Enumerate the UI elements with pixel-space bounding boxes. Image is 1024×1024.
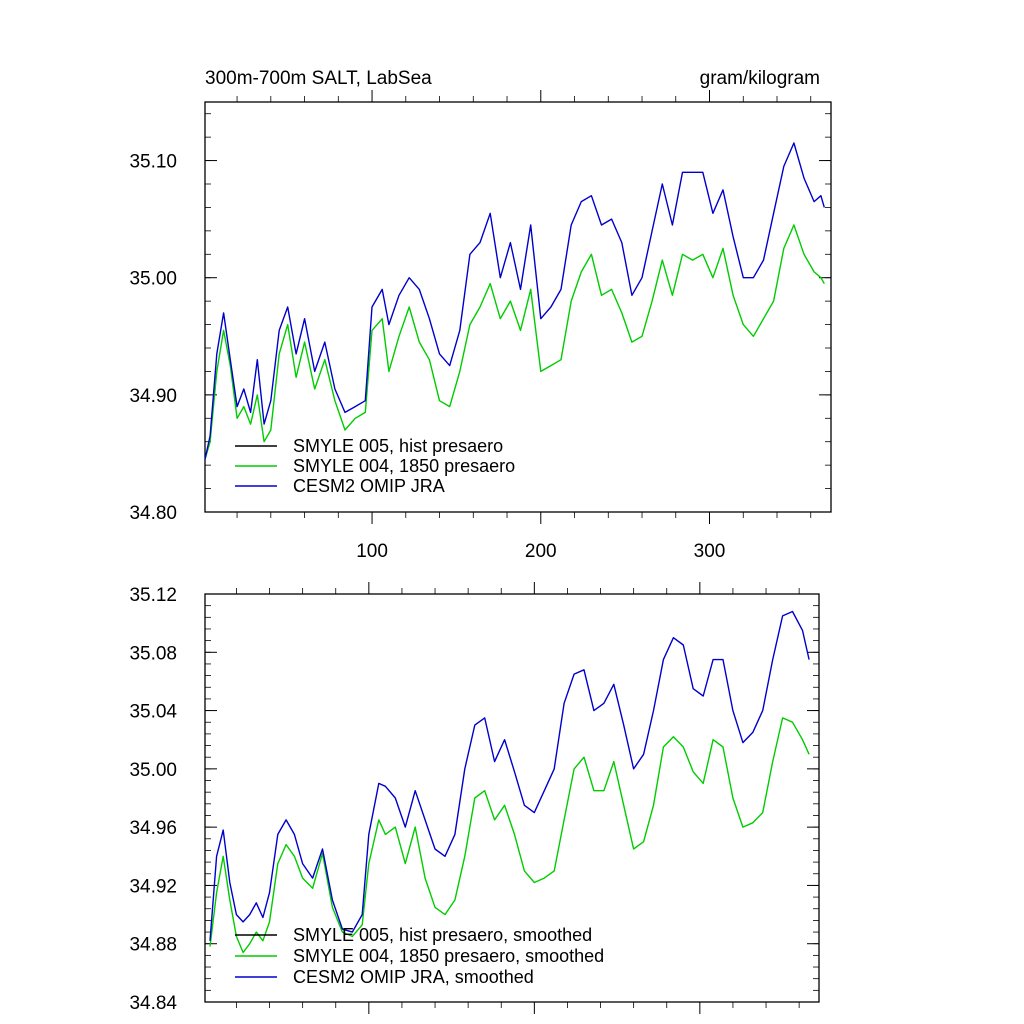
y-tick-label: 35.08 [129, 643, 177, 664]
chart-title: 300m-700m SALT, LabSea [205, 68, 432, 89]
y-tick-label: 34.88 [129, 935, 177, 956]
legend-label: SMYLE 004, 1850 presaero, smoothed [293, 946, 604, 966]
legend-label: SMYLE 005, hist presaero [293, 436, 503, 456]
series-line-2 [204, 142, 825, 460]
series-line-1 [204, 224, 825, 460]
chart-units: gram/kilogram [700, 68, 820, 89]
y-tick-label: 34.96 [129, 818, 177, 839]
y-tick-label: 35.00 [129, 269, 177, 290]
axis-ticks: 34.80 34.90 35.00 35.10 100 200 300 [129, 90, 831, 562]
y-tick-label: 35.00 [129, 760, 177, 781]
legend-label: CESM2 OMIP JRA, smoothed [293, 967, 534, 987]
x-tick-label: 100 [356, 541, 388, 562]
panel-bottom: 34.84 34.88 34.92 34.96 35.00 35.04 35.08 35.12… [129, 582, 820, 1014]
series-group [204, 142, 825, 460]
legend-label: CESM2 OMIP JRA [293, 476, 445, 496]
legend: SMYLE 005, hist presaero, smoothedSMYLE … [235, 925, 604, 987]
y-tick-label: 35.12 [129, 585, 177, 606]
series-line-1 [209, 717, 810, 954]
plot-frame [204, 101, 832, 513]
panel-top: 300m-700m SALT, LabSea gram/kilogram 34.… [129, 68, 832, 562]
series-line-2 [209, 610, 810, 941]
x-tick-label: 300 [694, 541, 726, 562]
y-tick-label: 35.10 [129, 152, 177, 173]
y-tick-label: 34.90 [129, 386, 177, 407]
legend-label: SMYLE 005, hist presaero, smoothed [293, 925, 592, 945]
x-tick-label: 200 [525, 541, 557, 562]
plot-frame [204, 593, 820, 1003]
y-tick-label: 34.84 [129, 993, 177, 1014]
legend-label: SMYLE 004, 1850 presaero [293, 456, 515, 476]
axis-ticks: 34.84 34.88 34.92 34.96 35.00 35.04 35.08 35.12 [129, 582, 819, 1014]
series-group [209, 610, 810, 954]
y-tick-label: 35.04 [129, 702, 177, 723]
y-tick-label: 34.92 [129, 876, 177, 897]
y-tick-label: 34.80 [129, 503, 177, 524]
